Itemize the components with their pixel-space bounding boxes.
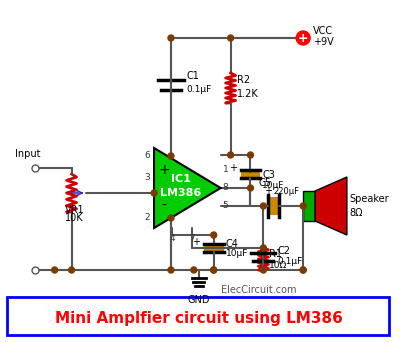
Bar: [303, 191, 315, 221]
Text: +: +: [298, 32, 308, 45]
Text: 2: 2: [144, 213, 150, 223]
Text: 10Ω: 10Ω: [269, 260, 288, 270]
Text: IC1
LM386: IC1 LM386: [160, 174, 202, 198]
Circle shape: [248, 152, 254, 158]
Text: C4: C4: [226, 239, 238, 249]
Text: C5: C5: [259, 178, 272, 188]
Text: 5: 5: [223, 201, 228, 211]
Circle shape: [260, 267, 266, 273]
Bar: [240, 170, 260, 178]
Text: 1.2K: 1.2K: [236, 89, 258, 99]
Circle shape: [300, 267, 306, 273]
Text: 8: 8: [223, 184, 228, 192]
Text: 7: 7: [189, 234, 195, 243]
Text: C3: C3: [262, 170, 275, 180]
Bar: [268, 197, 278, 215]
Bar: [204, 244, 224, 252]
Circle shape: [260, 245, 266, 251]
Circle shape: [168, 153, 174, 159]
Text: +9V: +9V: [313, 37, 334, 47]
Circle shape: [211, 267, 217, 273]
Text: C1: C1: [187, 71, 200, 81]
Circle shape: [211, 232, 217, 238]
Text: 3: 3: [144, 174, 150, 182]
Text: +: +: [228, 163, 236, 173]
Text: 10μF: 10μF: [226, 249, 248, 259]
Text: GND: GND: [188, 295, 210, 305]
Text: R1: R1: [269, 249, 282, 259]
Circle shape: [228, 35, 234, 41]
Text: Mini Amplfier circuit using LM386: Mini Amplfier circuit using LM386: [55, 310, 343, 326]
Text: 0.1μF: 0.1μF: [277, 257, 302, 265]
Polygon shape: [154, 148, 221, 228]
Text: +: +: [192, 237, 200, 247]
Text: +: +: [264, 186, 272, 196]
Circle shape: [296, 31, 310, 45]
Text: R2: R2: [236, 75, 250, 85]
Text: 10K: 10K: [65, 213, 84, 223]
Text: -: -: [162, 199, 166, 213]
Text: VCC: VCC: [313, 26, 333, 36]
Circle shape: [228, 152, 234, 158]
Text: +: +: [158, 163, 170, 177]
Text: 6: 6: [144, 152, 150, 161]
Polygon shape: [315, 177, 347, 235]
Circle shape: [260, 203, 266, 209]
Text: Speaker: Speaker: [350, 194, 390, 204]
Circle shape: [68, 267, 74, 273]
Text: 10μF: 10μF: [262, 180, 285, 189]
Text: C2: C2: [277, 246, 290, 256]
Circle shape: [168, 267, 174, 273]
Circle shape: [151, 190, 157, 196]
Circle shape: [52, 267, 58, 273]
FancyBboxPatch shape: [7, 297, 389, 335]
Circle shape: [168, 215, 174, 221]
Text: 8Ω: 8Ω: [350, 208, 363, 218]
Circle shape: [168, 35, 174, 41]
Circle shape: [300, 267, 306, 273]
Text: Input: Input: [15, 149, 40, 159]
Text: 1: 1: [223, 166, 228, 175]
Text: 220μF: 220μF: [273, 187, 299, 196]
Circle shape: [211, 267, 217, 273]
Circle shape: [248, 185, 254, 191]
Text: 4: 4: [169, 234, 175, 243]
Circle shape: [300, 203, 306, 209]
Text: ElecCircuit.com: ElecCircuit.com: [221, 285, 296, 295]
Circle shape: [191, 267, 197, 273]
Text: 0.1μF: 0.1μF: [187, 85, 212, 95]
Text: VR1: VR1: [65, 205, 84, 215]
